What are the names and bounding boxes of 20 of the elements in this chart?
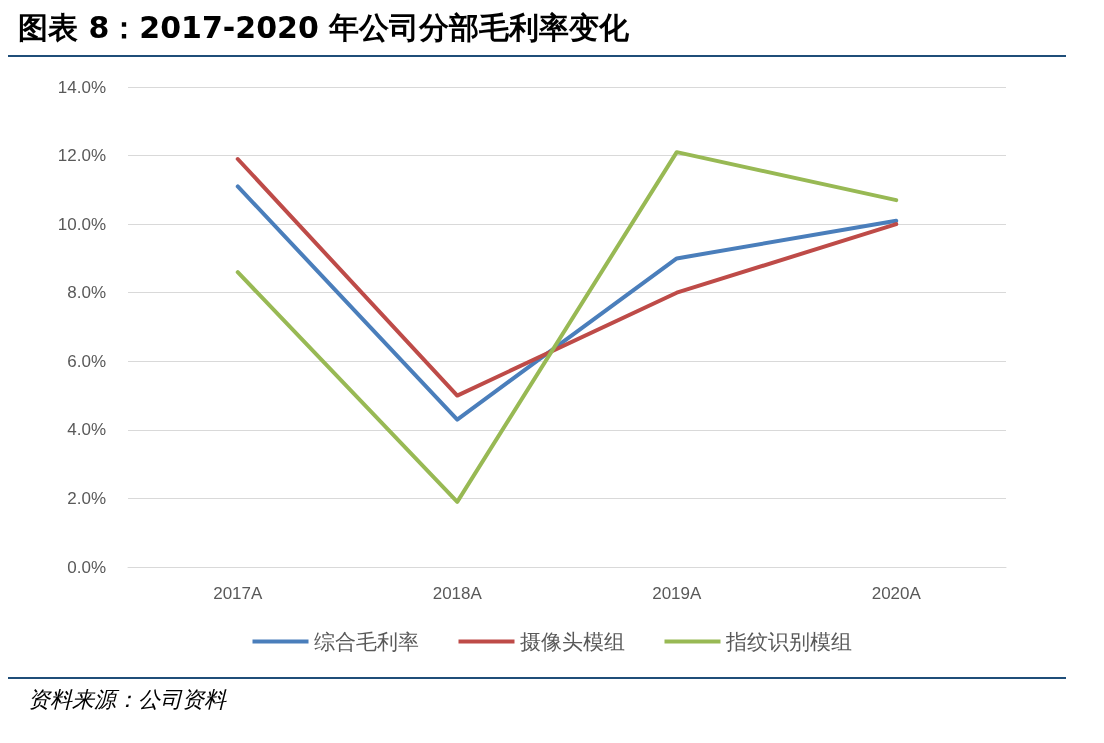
x-tick-label: 2017A [213, 584, 263, 603]
y-tick-label: 14.0% [57, 77, 106, 97]
line-series [235, 150, 899, 504]
legend-label: 指纹识别模组 [724, 629, 852, 654]
y-tick-label: 8.0% [67, 283, 106, 303]
y-tick-label: 0.0% [67, 557, 106, 577]
y-tick-label: 12.0% [57, 146, 106, 166]
legend-label: 摄像头模组 [519, 629, 625, 654]
x-tick-label: 2019A [652, 584, 702, 603]
x-tick-label: 2020A [871, 584, 922, 603]
legend-label: 综合毛利率 [313, 629, 419, 654]
chart-title: 图表 8：2017-2020 年公司分部毛利率变化 [8, 8, 1066, 57]
line-series [235, 184, 899, 422]
line-series [235, 157, 899, 398]
x-tick-label: 2018A [432, 584, 483, 603]
y-tick-label: 6.0% [67, 351, 106, 371]
text: 资料来源：公司资料 [28, 686, 228, 714]
y-tick-label: 10.0% [57, 214, 106, 234]
y-tick-label: 4.0% [67, 420, 106, 440]
y-tick-label: 2.0% [67, 488, 106, 508]
